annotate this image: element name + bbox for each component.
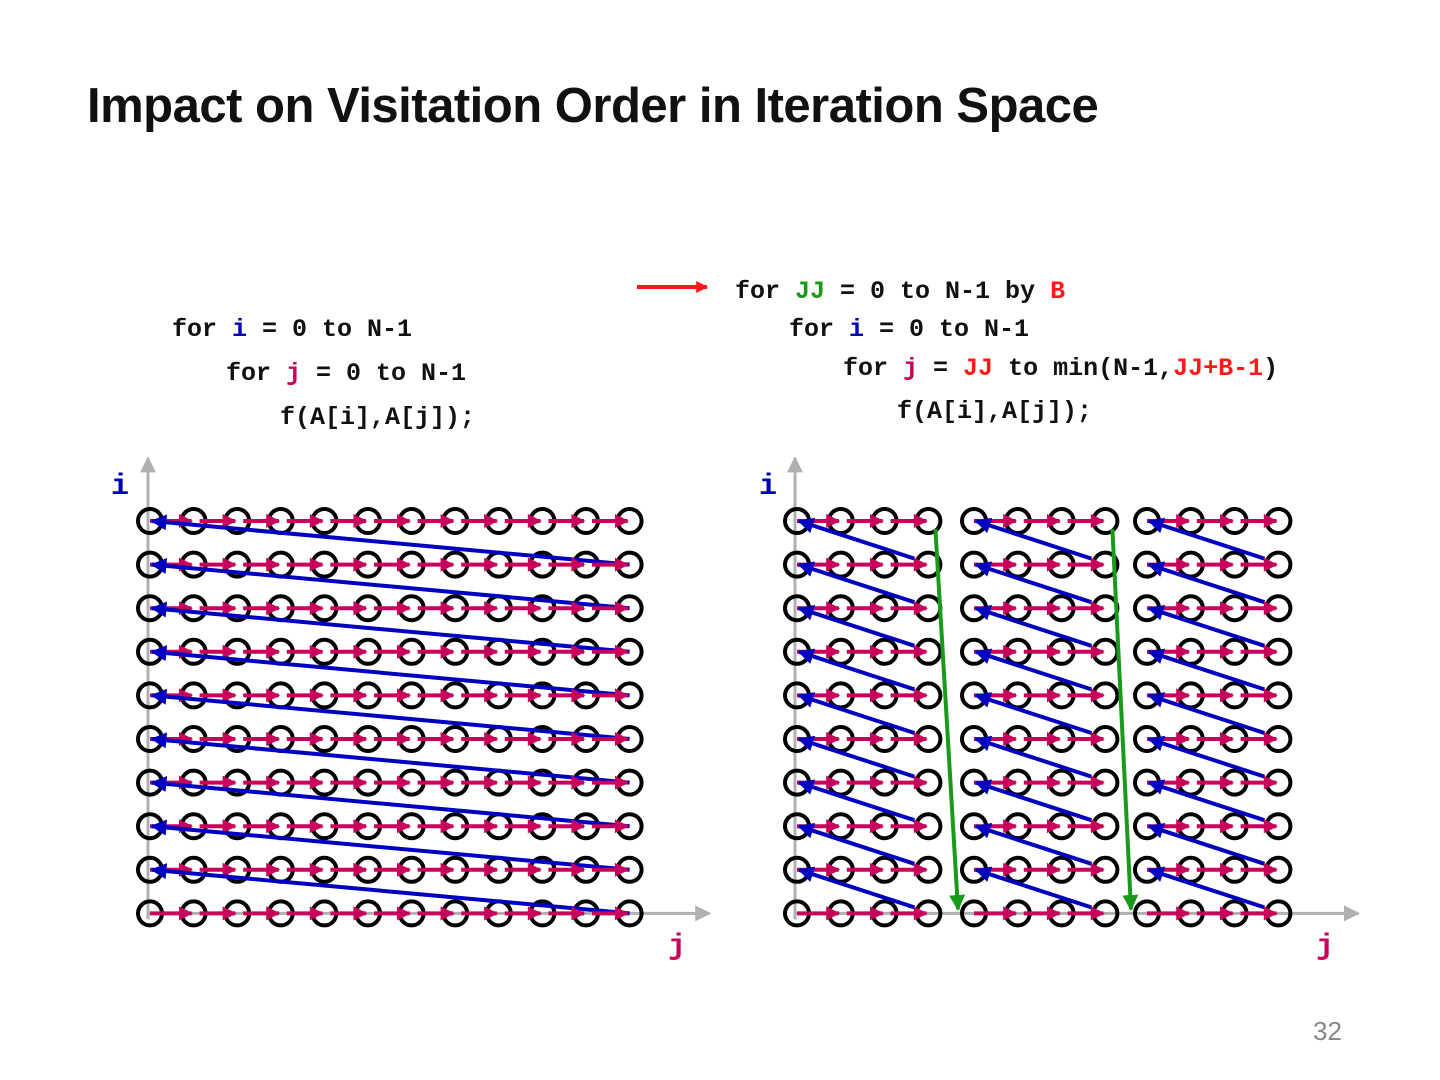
left-i-return-arrow — [150, 863, 630, 916]
code-var-B: B — [1050, 277, 1066, 306]
right-i-return-arrow — [797, 735, 916, 779]
left-y-axis-label: i — [111, 470, 130, 504]
right-i-return-arrow — [974, 866, 1093, 910]
code-token: for — [735, 277, 796, 306]
code-var-i: i — [849, 315, 865, 344]
code-token: = 0 to N-1 — [247, 315, 413, 344]
right-i-return-arrow — [797, 692, 916, 735]
left-i-return-arrow — [150, 514, 630, 567]
left-i-return-arrow — [150, 688, 630, 741]
right-i-return-arrow — [974, 823, 1093, 866]
right-i-return-arrow — [797, 517, 916, 561]
right-i-return-arrow — [1147, 561, 1266, 605]
code-var-i: i — [232, 315, 248, 344]
code-token: f(A[i],A[j]); — [897, 397, 1093, 426]
right-i-return-arrow — [1147, 866, 1266, 910]
left-i-return-arrow — [150, 601, 630, 654]
right-i-return-arrow — [797, 561, 916, 605]
code-left-line-1: for i = 0 to N-1 — [172, 315, 412, 344]
code-var-j: j — [903, 354, 919, 383]
code-left-line-2: for j = 0 to N-1 — [226, 359, 466, 388]
code-token: = 0 to N-1 — [301, 359, 467, 388]
right-i-return-arrow — [974, 779, 1093, 823]
left-i-return-arrow — [150, 775, 630, 829]
right-i-return-arrow — [1147, 779, 1266, 823]
code-token: for — [843, 354, 904, 383]
code-expr: JJ+B-1 — [1173, 354, 1264, 383]
code-token: for — [789, 315, 850, 344]
code-var-JJ: JJ — [795, 277, 826, 306]
right-i-return-arrow — [1147, 692, 1266, 735]
right-i-return-arrow — [974, 517, 1093, 561]
code-right-line-1: for JJ = 0 to N-1 by B — [735, 277, 1065, 306]
left-i-return-arrow — [150, 732, 630, 785]
left-i-return-arrow — [150, 557, 630, 611]
code-left-line-3: f(A[i],A[j]); — [280, 403, 475, 432]
right-i-return-arrow — [974, 648, 1093, 692]
right-i-return-arrow — [1147, 735, 1266, 779]
code-token: ) — [1263, 354, 1279, 383]
right-y-axis-label: i — [759, 470, 778, 504]
right-i-return-arrow — [797, 648, 916, 692]
code-token: to min(N-1, — [993, 354, 1174, 383]
right-i-return-arrow — [797, 866, 916, 910]
left-x-axis-label: j — [668, 930, 687, 964]
code-token: = 0 to N-1 — [864, 315, 1030, 344]
slide-title: Impact on Visitation Order in Iteration … — [87, 79, 1099, 133]
right-x-axis-label: j — [1316, 930, 1335, 964]
right-i-return-arrow — [1147, 605, 1266, 648]
right-i-return-arrow — [974, 561, 1093, 605]
left-i-return-arrow — [150, 645, 630, 698]
right-i-return-arrow — [797, 605, 916, 648]
code-token: = 0 to N-1 by — [825, 277, 1051, 306]
code-token: = — [918, 354, 964, 383]
left-i-return-arrow — [150, 819, 630, 872]
page-number: 32 — [1313, 1016, 1342, 1046]
code-token: f(A[i],A[j]); — [280, 403, 476, 432]
right-block-jump-arrow — [933, 528, 966, 911]
code-token: for — [172, 315, 233, 344]
code-var-JJ: JJ — [963, 354, 994, 383]
right-i-return-arrow — [974, 735, 1093, 779]
code-right-line-3: for j = JJ to min(N-1,JJ+B-1) — [843, 354, 1278, 383]
right-i-return-arrow — [1147, 648, 1266, 692]
right-i-return-arrow — [1147, 517, 1266, 561]
right-i-return-arrow — [797, 779, 916, 823]
code-var-j: j — [286, 359, 302, 388]
code-right-line-4: f(A[i],A[j]); — [897, 397, 1092, 426]
code-right-line-2: for i = 0 to N-1 — [789, 315, 1029, 344]
right-i-return-arrow — [974, 605, 1093, 648]
right-i-return-arrow — [1147, 823, 1266, 866]
right-i-return-arrow — [797, 823, 916, 866]
code-token: for — [226, 359, 287, 388]
right-block-jump-arrow — [1110, 528, 1139, 911]
right-i-return-arrow — [974, 692, 1093, 735]
